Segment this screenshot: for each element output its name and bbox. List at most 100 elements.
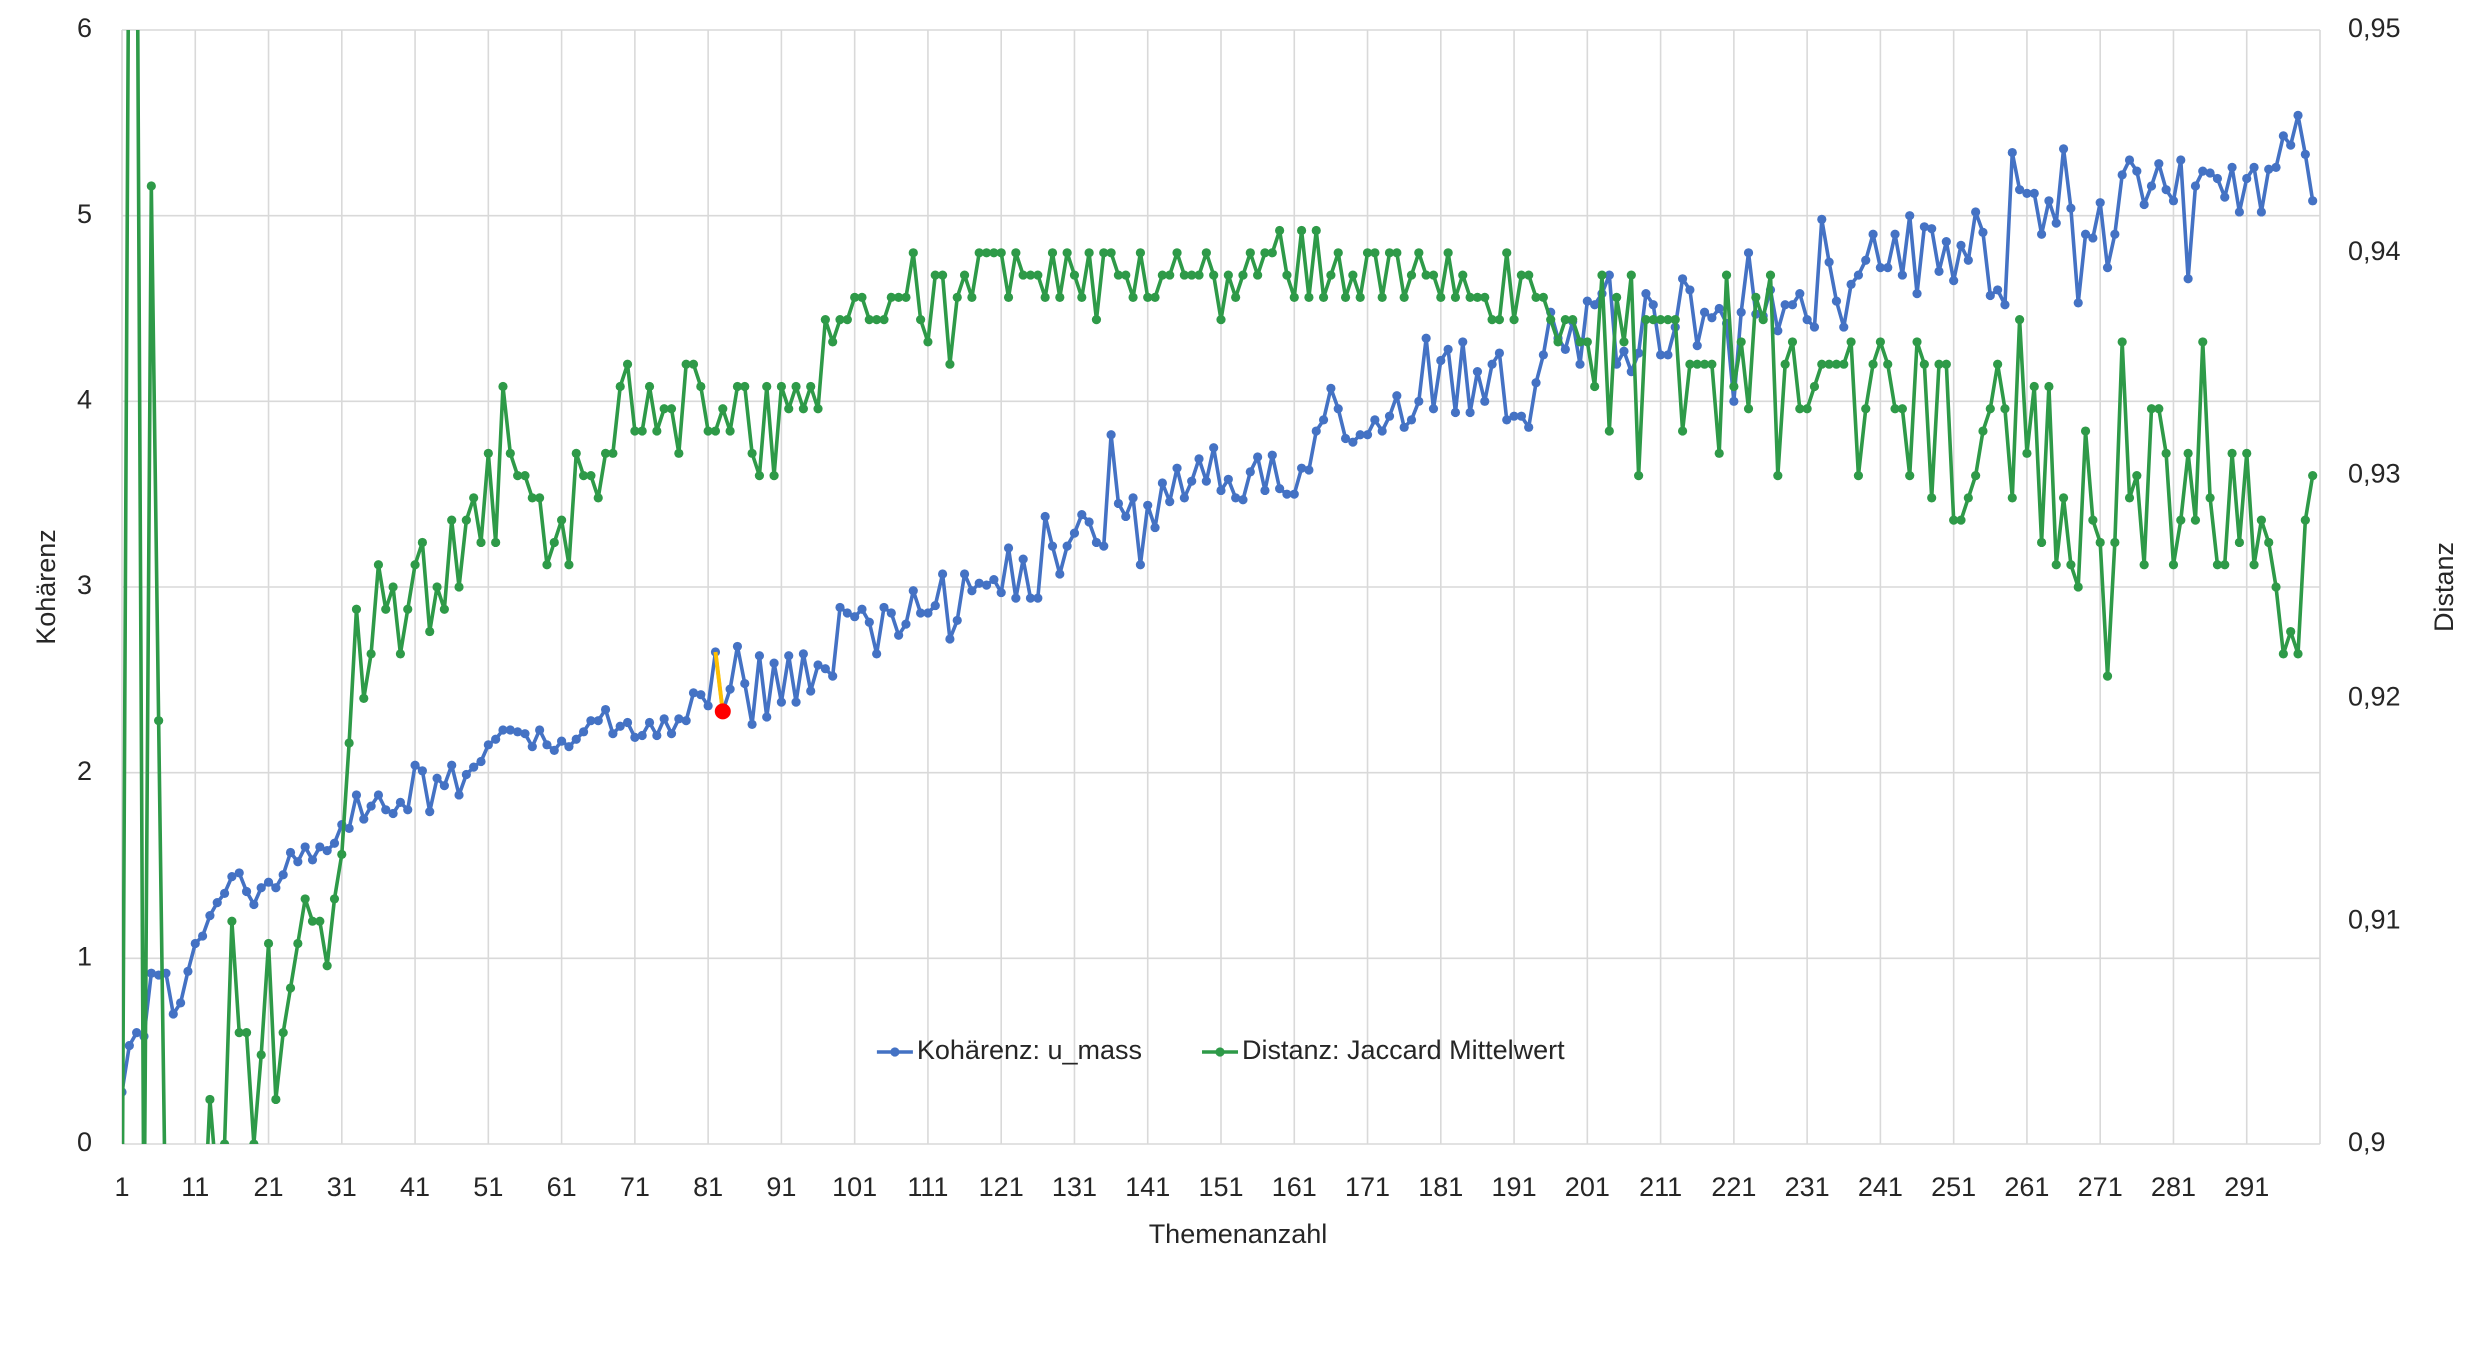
data-point [1392,391,1402,401]
data-point [300,894,310,904]
data-point [1692,341,1702,351]
data-point [1084,517,1094,527]
data-point [1362,248,1373,258]
data-point [1377,292,1387,302]
x-tick-label: 231 [1785,1172,1830,1202]
data-point [1839,322,1849,332]
data-point [535,493,545,503]
data-point [1033,593,1043,603]
data-point [417,766,427,776]
data-point [454,582,464,592]
data-point [2102,671,2113,681]
data-point [2161,185,2171,195]
data-point [2227,162,2237,172]
x-tick-label: 41 [400,1172,430,1202]
data-point [1721,270,1732,280]
data-point [1436,355,1446,366]
data-point [1414,248,1424,258]
legend-marker [890,1047,900,1057]
data-point [1443,248,1453,258]
data-point [703,426,713,436]
y-axis-title: Kohärenz [31,529,61,645]
data-point [2264,164,2274,174]
x-tick-label: 191 [1492,1172,1537,1202]
data-point [1773,471,1783,481]
data-point [1582,296,1592,306]
data-point [593,493,603,503]
data-point [1619,346,1629,356]
data-point [513,471,523,481]
data-point [2308,471,2318,481]
data-point [1685,285,1695,295]
data-point [718,404,728,414]
data-point [483,448,493,458]
data-point [1216,315,1226,325]
data-point [227,872,237,882]
data-point [1340,433,1351,444]
data-point [1905,471,1915,481]
data-point [161,1251,170,1260]
x-tick-label: 221 [1711,1172,1756,1202]
data-point [1436,292,1446,302]
data-point [1033,270,1043,280]
data-point [703,701,713,711]
data-point [2036,229,2047,239]
data-point [2176,515,2186,525]
data-point [923,608,933,618]
data-point [2139,199,2149,210]
data-point [1956,240,1966,250]
data-point [527,493,537,503]
data-point [2044,381,2054,392]
data-point [1377,426,1387,436]
data-point [1494,348,1505,358]
x-tick-label: 111 [907,1172,948,1202]
data-point [344,823,354,833]
data-point [1993,285,2003,295]
data-point [1260,248,1270,258]
data-point [2139,560,2149,570]
data-point [132,1028,142,1038]
data-point [542,740,552,750]
data-point [410,760,420,770]
data-point [1370,248,1380,258]
data-point [1172,463,1182,473]
data-point [1612,292,1622,302]
data-point [476,537,486,548]
data-point [1406,415,1417,425]
data-point [652,426,662,436]
data-point [564,560,574,570]
data-point [1091,537,1102,548]
x-tick-label: 251 [1931,1172,1976,1202]
data-point [1531,378,1541,388]
y2-tick-label: 0,94 [2348,236,2401,266]
data-point [828,337,838,347]
data-point [1516,270,1526,280]
data-point [1348,270,1358,280]
data-point [2300,515,2310,525]
x-tick-label: 21 [254,1172,284,1202]
data-point [1641,315,1651,325]
data-point [1231,493,1241,503]
data-point [1927,493,1937,503]
y-tick-label: 2 [77,756,92,786]
data-point [2183,448,2193,458]
data-point [1809,381,1820,392]
data-point [1201,248,1211,258]
data-point [154,716,164,726]
data-point [1575,337,1585,347]
data-point [2029,188,2039,198]
data-point [2168,196,2179,206]
data-point [1245,248,1255,258]
data-point [263,938,274,949]
data-point [901,619,911,629]
data-point [622,717,633,728]
data-point [1568,315,1578,325]
data-point [425,626,435,637]
data-point [872,649,882,659]
y2-tick-label: 0,93 [2348,459,2401,489]
data-point [1780,300,1790,310]
plot-area [122,30,2318,1260]
data-point [227,916,237,926]
data-point [732,641,743,652]
x-tick-label: 261 [2004,1172,2049,1202]
